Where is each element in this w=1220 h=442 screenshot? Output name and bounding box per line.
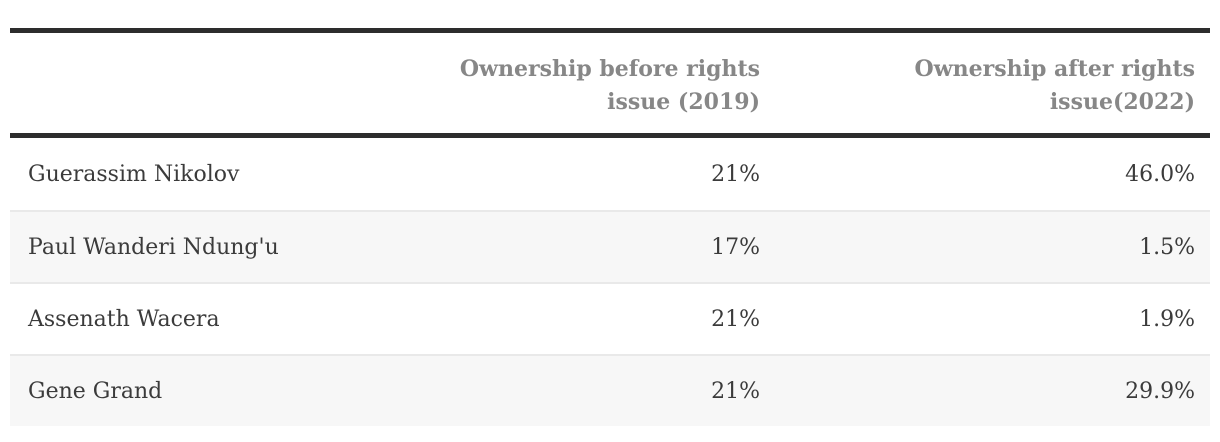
table-row: Gene Grand 21% 29.9% — [10, 354, 1210, 426]
header-ownership-before: Ownership before rights issue (2019) — [450, 53, 775, 119]
ownership-after-value: 1.9% — [1139, 306, 1195, 332]
shareholder-name: Gene Grand — [28, 378, 163, 404]
shareholder-name: Guerassim Nikolov — [28, 161, 240, 187]
header-bottom-rule — [10, 133, 1210, 138]
table-top-rule — [10, 28, 1210, 33]
table-row: Guerassim Nikolov 21% 46.0% — [10, 138, 1210, 210]
ownership-before-value: 21% — [711, 306, 760, 332]
ownership-after-value: 46.0% — [1125, 161, 1195, 187]
table-body: Guerassim Nikolov 21% 46.0% Paul Wanderi… — [10, 138, 1210, 426]
ownership-before-value: 21% — [711, 161, 760, 187]
header-ownership-before-label: Ownership before rights issue (2019) — [459, 56, 760, 115]
shareholder-name: Paul Wanderi Ndung'u — [28, 234, 279, 260]
table-header: Ownership before rights issue (2019) Own… — [10, 33, 1210, 133]
header-ownership-after-label: Ownership after rights issue(2022) — [914, 56, 1195, 115]
header-ownership-after: Ownership after rights issue(2022) — [775, 53, 1210, 119]
ownership-table: Ownership before rights issue (2019) Own… — [10, 28, 1210, 426]
shareholder-name: Assenath Wacera — [28, 306, 220, 332]
header-row: Ownership before rights issue (2019) Own… — [10, 33, 1210, 133]
table-row: Paul Wanderi Ndung'u 17% 1.5% — [10, 210, 1210, 282]
ownership-after-value: 1.5% — [1139, 234, 1195, 260]
ownership-before-value: 17% — [711, 234, 760, 260]
ownership-before-value: 21% — [711, 378, 760, 404]
ownership-after-value: 29.9% — [1125, 378, 1195, 404]
table-row: Assenath Wacera 21% 1.9% — [10, 282, 1210, 354]
